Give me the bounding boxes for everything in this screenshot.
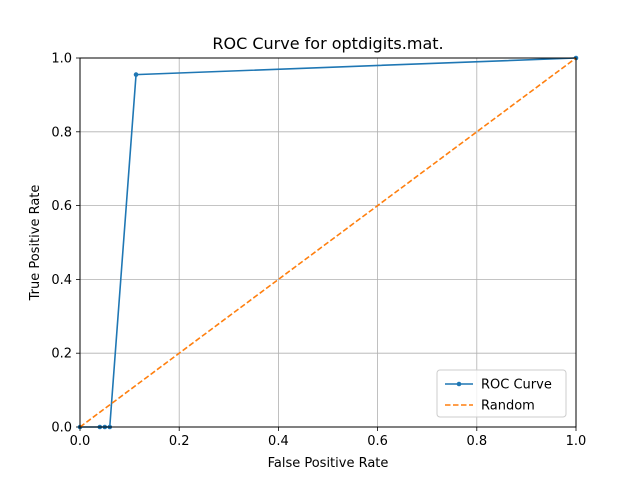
legend-marker [456,381,462,387]
legend-label: ROC Curve [481,378,552,393]
legend: ROC Curve Random [436,369,567,418]
plot-frame [79,57,577,428]
y-tick-label: 1.0 [51,52,72,67]
legend-label: Random [481,399,535,414]
x-tick-label: 0.2 [169,434,190,449]
ticks: 0.0 0.2 0.4 0.6 0.8 1.0 0.0 0.2 0.4 0.6 0.8 1.0 [51,52,586,450]
x-tick-label: 0.8 [466,434,487,449]
y-tick-label: 0.8 [51,125,72,140]
x-tick-label: 0.0 [70,434,91,449]
y-tick-label: 0.0 [51,421,72,436]
x-tick-label: 1.0 [566,434,587,449]
x-tick-label: 0.4 [268,434,289,449]
y-tick-label: 0.2 [51,347,72,362]
chart-title: ROC Curve for optdigits.mat. [212,34,443,53]
y-tick-label: 0.4 [51,273,72,288]
series-point [133,72,139,77]
y-tick-label: 0.6 [51,199,72,214]
grid [79,57,577,428]
y-axis-label: True Positive Rate [28,185,43,302]
series-line-1 [79,57,577,428]
x-axis-label: False Positive Rate [268,456,389,471]
x-tick-label: 0.6 [367,434,388,449]
